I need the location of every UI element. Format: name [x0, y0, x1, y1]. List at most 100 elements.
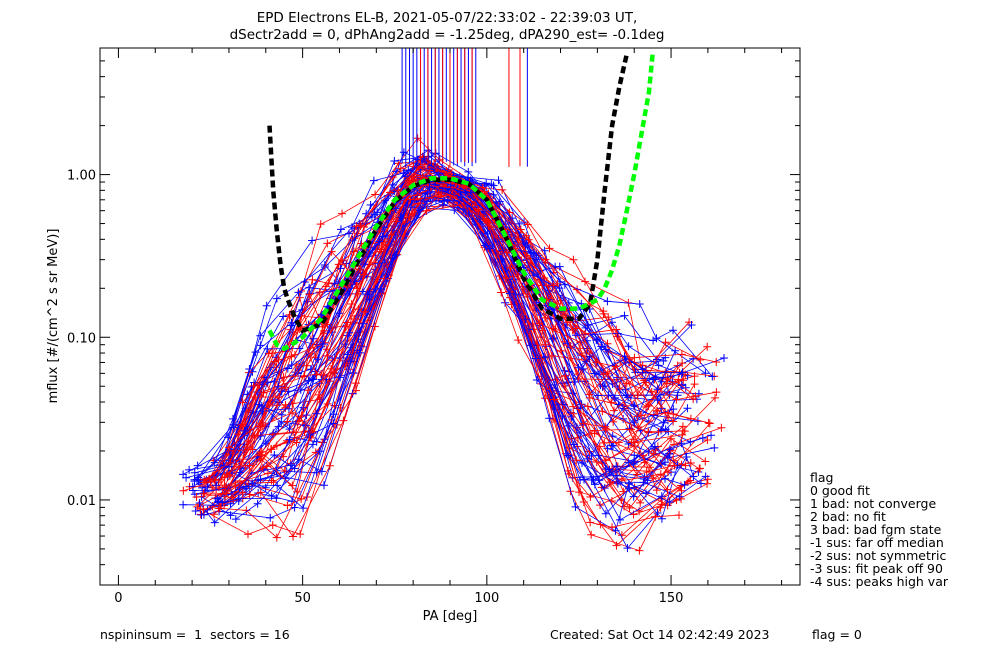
- data-point-marker: [719, 354, 728, 363]
- data-point-marker: [179, 500, 188, 509]
- data-point-marker: [601, 456, 610, 465]
- data-point-marker: [611, 393, 620, 402]
- data-point-marker: [674, 511, 683, 520]
- data-point-marker: [281, 403, 290, 412]
- data-point-marker: [330, 401, 339, 410]
- data-point-marker: [369, 176, 378, 185]
- data-point-marker: [225, 471, 234, 480]
- data-point-marker: [482, 179, 491, 188]
- data-trace: [227, 152, 706, 438]
- data-point-marker: [514, 271, 523, 280]
- data-point-marker: [304, 386, 313, 395]
- data-trace: [189, 159, 664, 471]
- data-point-marker: [268, 520, 277, 529]
- data-point-marker: [193, 461, 202, 470]
- data-trace: [203, 204, 680, 538]
- data-point-marker: [255, 419, 264, 428]
- data-point-marker: [674, 375, 683, 384]
- data-point-marker: [200, 475, 209, 484]
- data-point-marker: [563, 466, 572, 475]
- data-point-marker: [661, 353, 670, 362]
- data-point-marker: [213, 494, 222, 503]
- data-point-marker: [654, 427, 663, 436]
- data-point-marker: [532, 255, 541, 264]
- x-tick-label: 0: [114, 591, 122, 606]
- data-point-marker: [644, 401, 653, 410]
- data-point-marker: [558, 400, 567, 409]
- data-point-marker: [558, 411, 567, 420]
- data-point-marker: [356, 265, 365, 274]
- legend-entry: 3 bad: bad fgm state: [810, 522, 942, 537]
- data-point-marker: [258, 406, 267, 415]
- data-point-marker: [553, 279, 562, 288]
- data-point-marker: [599, 307, 608, 316]
- data-point-marker: [624, 458, 633, 467]
- data-point-marker: [478, 183, 487, 192]
- data-point-marker: [312, 468, 321, 477]
- data-point-marker: [704, 418, 713, 427]
- data-point-marker: [598, 407, 607, 416]
- data-point-marker: [590, 480, 599, 489]
- data-point-marker: [399, 148, 408, 157]
- data-point-marker: [710, 443, 719, 452]
- data-trace: [203, 199, 671, 519]
- data-point-marker: [377, 284, 386, 293]
- data-point-marker: [614, 438, 623, 447]
- data-point-marker: [669, 405, 678, 414]
- data-point-marker: [212, 481, 221, 490]
- data-point-marker: [242, 506, 251, 515]
- data-point-marker: [218, 498, 227, 507]
- data-point-marker: [545, 414, 554, 423]
- data-trace: [225, 137, 708, 455]
- data-point-marker: [691, 392, 700, 401]
- data-point-marker: [635, 300, 644, 309]
- data-point-marker: [601, 382, 610, 391]
- data-point-marker: [570, 377, 579, 386]
- data-point-marker: [439, 200, 448, 209]
- data-point-marker: [273, 481, 282, 490]
- data-point-marker: [308, 236, 317, 245]
- data-point-marker: [694, 467, 703, 476]
- data-point-marker: [515, 219, 524, 228]
- axes: 0 50 100 150 0.01 0.10 1.00: [67, 47, 800, 606]
- data-trace: [204, 163, 683, 481]
- data-point-marker: [609, 406, 618, 415]
- data-point-marker: [315, 447, 324, 456]
- data-point-marker: [571, 502, 580, 511]
- data-point-marker: [425, 182, 434, 191]
- data-point-marker: [570, 440, 579, 449]
- data-point-marker: [361, 307, 370, 316]
- y-tick-label: 0.01: [67, 494, 96, 509]
- data-point-marker: [234, 494, 243, 503]
- data-point-marker: [532, 376, 541, 385]
- data-point-marker: [657, 492, 666, 501]
- data-point-marker: [359, 270, 368, 279]
- data-point-marker: [297, 494, 306, 503]
- data-point-marker: [392, 250, 401, 259]
- data-point-marker: [275, 393, 284, 402]
- data-point-marker: [285, 435, 294, 444]
- data-point-marker: [498, 185, 507, 194]
- data-point-marker: [289, 532, 298, 541]
- data-point-marker: [682, 453, 691, 462]
- data-point-marker: [290, 464, 299, 473]
- data-point-marker: [274, 355, 283, 364]
- data-point-marker: [681, 383, 690, 392]
- data-point-marker: [569, 409, 578, 418]
- legend-entry: -3 sus: fit peak off 90: [810, 561, 943, 576]
- data-point-marker: [703, 342, 712, 351]
- data-point-marker: [696, 479, 705, 488]
- data-point-marker: [564, 451, 573, 460]
- data-point-marker: [684, 477, 693, 486]
- data-point-marker: [712, 358, 721, 367]
- data-point-marker: [696, 355, 705, 364]
- data-point-marker: [680, 480, 689, 489]
- data-point-marker: [641, 489, 650, 498]
- data-point-marker: [629, 510, 638, 519]
- data-point-marker: [292, 438, 301, 447]
- data-point-marker: [637, 411, 646, 420]
- data-point-marker: [630, 353, 639, 362]
- data-point-marker: [587, 451, 596, 460]
- data-point-marker: [603, 297, 612, 306]
- data-point-marker: [283, 417, 292, 426]
